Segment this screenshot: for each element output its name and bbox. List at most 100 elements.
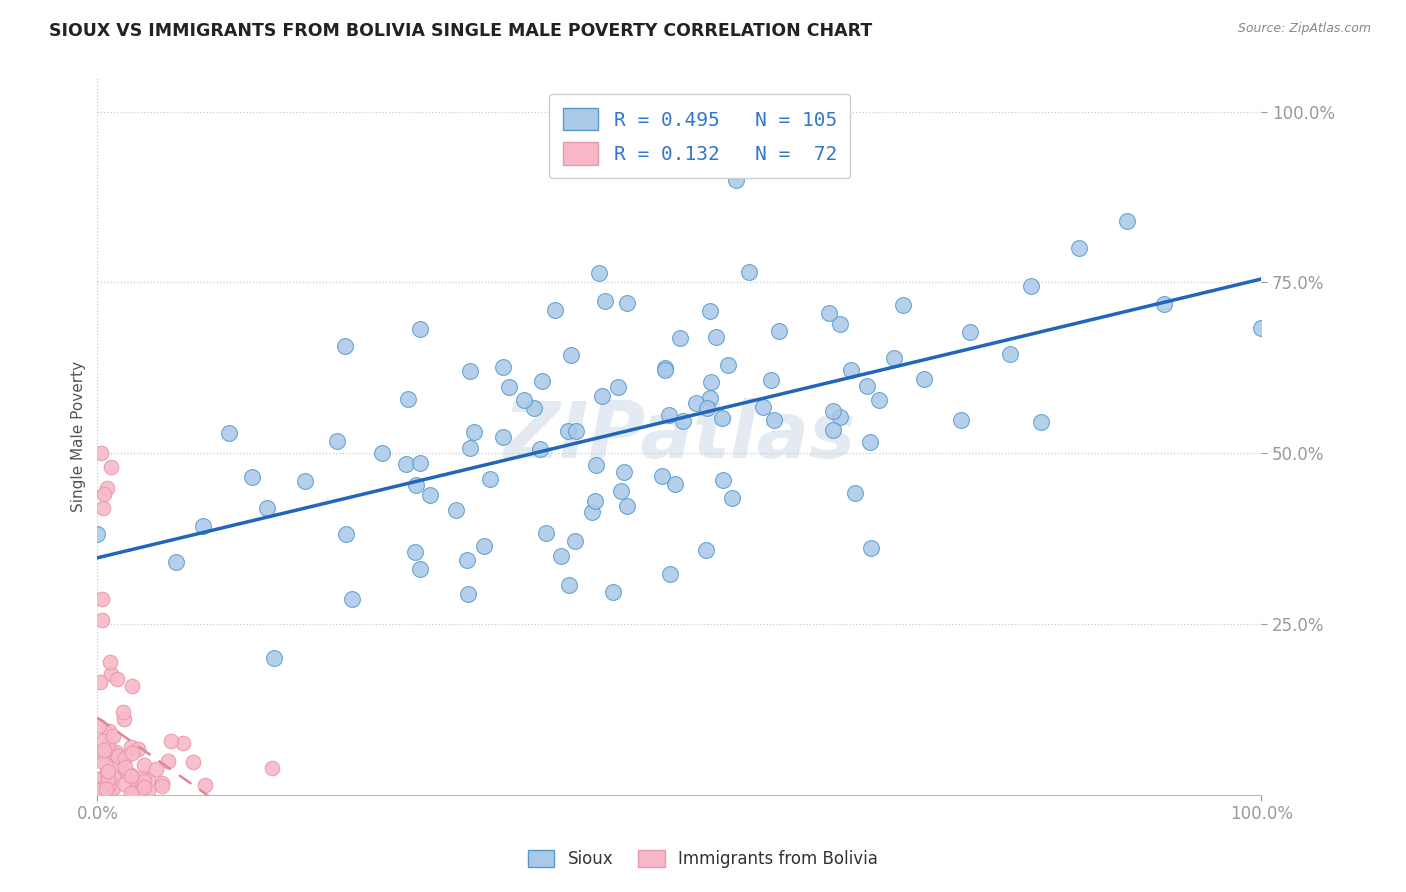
Point	[87, 718, 110, 732]
Point	[859, 541, 882, 555]
Point	[93, 755, 115, 769]
Point	[120, 786, 142, 800]
Point	[96, 737, 118, 751]
Point	[101, 781, 124, 796]
Point	[93, 743, 115, 757]
Point	[725, 173, 748, 187]
Point	[112, 712, 135, 726]
Point	[121, 787, 143, 801]
Point	[127, 742, 149, 756]
Point	[409, 322, 432, 336]
Y-axis label: Single Male Poverty: Single Male Poverty	[72, 360, 86, 512]
Point	[457, 587, 479, 601]
Point	[132, 773, 155, 788]
Point	[668, 331, 690, 345]
Point	[396, 392, 419, 406]
Point	[127, 778, 149, 792]
Point	[260, 761, 283, 775]
Legend: R = 0.495   N = 105, R = 0.132   N =  72: R = 0.495 N = 105, R = 0.132 N = 72	[550, 95, 851, 178]
Point	[121, 746, 143, 760]
Point	[97, 764, 120, 779]
Text: ZIPatlas: ZIPatlas	[503, 398, 855, 475]
Point	[256, 500, 278, 515]
Point	[654, 363, 676, 377]
Point	[610, 484, 633, 499]
Point	[581, 505, 603, 519]
Point	[101, 770, 124, 784]
Point	[444, 503, 467, 517]
Point	[585, 458, 607, 472]
Point	[93, 747, 115, 762]
Point	[86, 747, 108, 761]
Point	[91, 734, 114, 748]
Point	[588, 266, 610, 280]
Point	[419, 487, 441, 501]
Point	[105, 745, 128, 759]
Point	[89, 782, 111, 797]
Point	[128, 782, 150, 797]
Point	[699, 304, 721, 318]
Point	[218, 425, 240, 440]
Point	[557, 578, 579, 592]
Point	[458, 442, 481, 456]
Point	[326, 434, 349, 448]
Point	[591, 389, 613, 403]
Point	[472, 539, 495, 553]
Point	[404, 545, 426, 559]
Point	[101, 746, 124, 760]
Point	[409, 456, 432, 470]
Text: Source: ZipAtlas.com: Source: ZipAtlas.com	[1237, 22, 1371, 36]
Point	[513, 393, 536, 408]
Point	[704, 330, 727, 344]
Point	[593, 293, 616, 308]
Point	[181, 755, 204, 769]
Point	[93, 487, 115, 501]
Point	[150, 776, 173, 790]
Point	[859, 434, 882, 449]
Point	[565, 424, 588, 438]
Point	[103, 770, 125, 784]
Point	[96, 481, 118, 495]
Point	[458, 364, 481, 378]
Point	[492, 360, 515, 375]
Point	[263, 650, 285, 665]
Point	[405, 477, 427, 491]
Point	[86, 527, 108, 541]
Point	[132, 757, 155, 772]
Point	[768, 324, 790, 338]
Point	[607, 380, 630, 394]
Point	[150, 779, 173, 793]
Point	[828, 318, 851, 332]
Point	[100, 460, 122, 475]
Point	[120, 768, 142, 782]
Point	[868, 393, 890, 408]
Point	[959, 326, 981, 340]
Point	[191, 519, 214, 533]
Point	[240, 469, 263, 483]
Point	[120, 740, 142, 755]
Point	[821, 403, 844, 417]
Point	[121, 679, 143, 693]
Point	[543, 302, 565, 317]
Point	[100, 667, 122, 681]
Point	[844, 486, 866, 500]
Point	[696, 401, 718, 415]
Point	[114, 759, 136, 773]
Point	[90, 771, 112, 785]
Point	[523, 401, 546, 416]
Point	[564, 533, 586, 548]
Point	[157, 754, 180, 768]
Point	[89, 675, 111, 690]
Point	[695, 542, 717, 557]
Point	[498, 379, 520, 393]
Point	[557, 424, 579, 438]
Point	[94, 782, 117, 797]
Point	[98, 786, 121, 800]
Point	[949, 413, 972, 427]
Point	[105, 672, 128, 686]
Point	[111, 706, 134, 720]
Point	[90, 591, 112, 606]
Point	[112, 777, 135, 791]
Point	[1067, 241, 1090, 255]
Point	[602, 585, 624, 599]
